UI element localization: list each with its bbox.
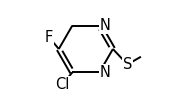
Text: Cl: Cl	[55, 77, 70, 92]
Text: S: S	[123, 57, 132, 72]
Text: F: F	[45, 30, 53, 45]
Text: N: N	[99, 65, 110, 80]
Text: N: N	[99, 18, 110, 33]
